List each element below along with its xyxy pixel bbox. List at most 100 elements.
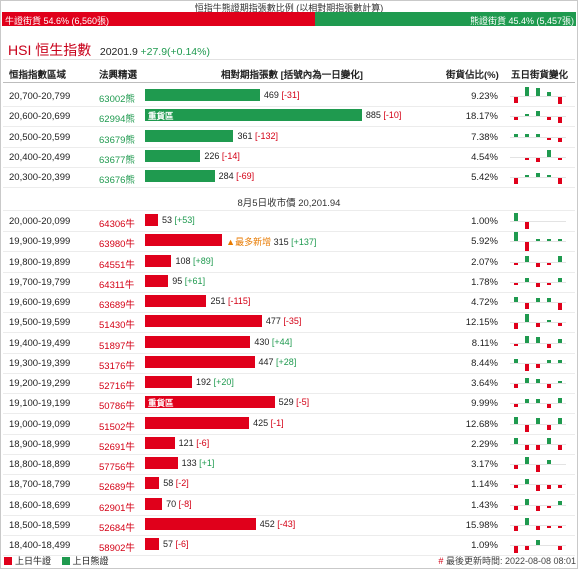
warrant-code-link[interactable]: 52689牛: [99, 482, 135, 494]
spark-bar: [547, 485, 551, 490]
ratio-caption: 恒指牛熊證期指張數比例 (以相對期指張數計算): [194, 3, 384, 13]
contract-bar: [145, 234, 223, 247]
warrant-code-link[interactable]: 51430牛: [99, 320, 135, 332]
bull-row[interactable]: 19,900-19,999 63980牛 ▲最多新增 315 [+137] 5.92%: [3, 231, 575, 253]
bull-row[interactable]: 19,600-19,699 63689牛 251 [-115] 4.72%: [3, 292, 575, 313]
spark-bar: [514, 438, 518, 444]
contract-count: 529: [278, 397, 294, 408]
bull-row[interactable]: 19,700-19,799 64311牛 95 [+61] 1.78%: [3, 272, 575, 293]
bull-row[interactable]: 19,500-19,599 51430牛 477 [-35] 12.15%: [3, 312, 575, 334]
bear-swatch: [61, 557, 70, 565]
contract-count: 251: [210, 296, 226, 306]
heavy-zone-tag: 重貨區: [148, 398, 174, 409]
spark-baseline: [510, 423, 566, 425]
bar-value: 452 [-43]: [260, 519, 296, 529]
close-price-note: 8月5日收市價 20,201.94: [3, 190, 575, 211]
share-percent: 4.72%: [471, 297, 498, 308]
five-day-sparkline: [508, 434, 568, 454]
divider: [3, 59, 575, 60]
spark-bar: [536, 399, 540, 404]
spark-bar: [558, 303, 562, 310]
bull-row[interactable]: 19,000-19,099 51502牛 425 [-1] 12.68%: [3, 414, 575, 435]
warrant-code-link[interactable]: 57756牛: [99, 462, 135, 473]
bear-row[interactable]: 20,400-20,499 63677熊 226 [-14] 4.54%: [3, 147, 575, 168]
bull-row[interactable]: 19,300-19,399 53176牛 447 [+28] 8.44%: [3, 353, 575, 374]
warrant-code-link[interactable]: 62994熊: [99, 114, 135, 126]
warrant-code-link[interactable]: 52691牛: [99, 441, 135, 453]
bear-row[interactable]: 20,600-20,699 62994熊 重貨區 885 [-10] 18.17%: [3, 106, 575, 128]
range-cell: 19,400-19,499: [9, 337, 71, 349]
warrant-code-link[interactable]: 64311牛: [99, 279, 135, 291]
bull-row[interactable]: 19,800-19,899 64551牛 108 [+89] 2.07%: [3, 252, 575, 273]
warrant-code-link[interactable]: 63002熊: [99, 94, 135, 105]
spark-baseline: [510, 177, 566, 178]
spark-bar: [558, 323, 562, 326]
warrant-code-link[interactable]: 63676熊: [99, 175, 135, 186]
spark-bar: [547, 149, 551, 157]
warrant-code-link[interactable]: 51502牛: [99, 421, 135, 433]
spark-bar: [536, 363, 540, 368]
share-percent: 1.78%: [471, 276, 498, 288]
warrant-code-link[interactable]: 53176牛: [99, 360, 135, 372]
spark-baseline: [510, 221, 566, 222]
bull-row[interactable]: 18,700-18,799 52689牛 58 [-2] 1.14%: [3, 474, 575, 496]
warrant-code-link[interactable]: 63677熊: [99, 154, 135, 166]
warrant-code-link[interactable]: 50786牛: [99, 401, 135, 413]
bar-value: 108 [+89]: [175, 256, 213, 266]
bull-row[interactable]: 19,400-19,499 51897牛 430 [+44] 8.11%: [3, 333, 575, 354]
daily-change: [+137]: [291, 237, 317, 248]
contract-bar: [145, 129, 234, 142]
spark-baseline: [510, 504, 566, 506]
spark-bar: [525, 399, 529, 404]
bar-value: 70 [-8]: [166, 499, 192, 509]
warrant-code-link[interactable]: 63679熊: [99, 134, 135, 146]
header-share: 街貨佔比(%): [446, 70, 499, 81]
daily-change: [-10]: [383, 110, 402, 121]
range-cell: 18,400-18,499: [9, 540, 71, 551]
daily-change: [+44]: [271, 336, 293, 347]
spark-bar: [536, 173, 540, 177]
bull-row[interactable]: 19,100-19,199 50786牛 重貨區 529 [-5] 9.99%: [3, 393, 575, 415]
bull-row[interactable]: 18,500-18,599 52684牛 452 [-43] 15.98%: [3, 515, 575, 536]
bull-row[interactable]: 18,900-18,999 52691牛 121 [-6] 2.29%: [3, 434, 575, 455]
bear-row[interactable]: 20,500-20,599 63679熊 361 [-132] 7.38%: [3, 127, 575, 148]
spark-baseline: [510, 96, 566, 97]
warrant-code-link[interactable]: 63689牛: [99, 300, 135, 311]
warrant-code-link[interactable]: 63980牛: [99, 239, 135, 251]
hsi-header: HSI 恒生指數 20201.9 +27.9(+0.14%): [8, 40, 210, 60]
spark-baseline: [510, 241, 566, 243]
warrant-code-link[interactable]: 51897牛: [99, 340, 135, 352]
bull-row[interactable]: 20,000-20,099 64306牛 53 [+53] 1.00%: [3, 211, 575, 232]
contract-bar: [145, 517, 256, 530]
bar-value: 226 [-14]: [204, 151, 240, 161]
bar-value: 477 [-35]: [266, 316, 302, 326]
contract-count: 452: [259, 518, 275, 529]
contract-count: 361: [237, 130, 253, 141]
spark-bar: [514, 404, 518, 407]
warrant-code-link[interactable]: 64306牛: [99, 219, 135, 230]
range-cell: 20,700-20,799: [9, 91, 71, 102]
bar-value: 529 [-5]: [279, 397, 310, 407]
five-day-sparkline: [508, 535, 568, 555]
warrant-code-link[interactable]: 62901牛: [99, 502, 135, 514]
spark-bar: [536, 465, 540, 472]
legend-bull: 上日牛證: [4, 556, 51, 566]
warrant-code-link[interactable]: 64551牛: [99, 259, 135, 271]
spark-bar: [536, 262, 540, 267]
header-rel: 相對期指張數 [括號內為一日變化]: [221, 70, 363, 81]
bull-row[interactable]: 18,600-18,699 62901牛 70 [-8] 1.43%: [3, 495, 575, 516]
spark-baseline: [510, 281, 566, 283]
bull-row[interactable]: 18,800-18,899 57756牛 133 [+1] 3.17%: [3, 454, 575, 475]
bull-row[interactable]: 18,400-18,499 58902牛 57 [-6] 1.09%: [3, 535, 575, 556]
bar-value: 447 [+28]: [259, 357, 297, 367]
spark-bar: [514, 212, 518, 221]
warrant-code-link[interactable]: 58902牛: [99, 543, 135, 554]
warrant-code-link[interactable]: 52716牛: [99, 381, 135, 392]
bear-row[interactable]: 20,300-20,399 63676熊 284 [-69] 5.42%: [3, 167, 575, 188]
bull-row[interactable]: 19,200-19,299 52716牛 192 [+20] 3.64%: [3, 373, 575, 394]
five-day-sparkline: [508, 272, 568, 292]
bear-ratio-label: 熊證街貨 45.4% (5,457張): [469, 16, 574, 26]
bear-row[interactable]: 20,700-20,799 63002熊 469 [-31] 9.23%: [3, 86, 575, 107]
spark-baseline: [510, 342, 566, 344]
warrant-code-link[interactable]: 52684牛: [99, 522, 135, 534]
